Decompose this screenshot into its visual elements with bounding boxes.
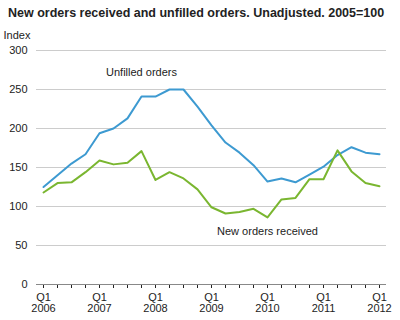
svg-text:New orders received: New orders received: [217, 225, 318, 237]
svg-text:0: 0: [21, 278, 27, 290]
svg-text:Q12011: Q12011: [312, 291, 336, 314]
svg-text:Q12009: Q12009: [199, 291, 223, 314]
svg-text:Q12012: Q12012: [367, 291, 391, 314]
svg-text:Index: Index: [4, 29, 31, 41]
svg-text:150: 150: [9, 161, 27, 173]
svg-text:Q12007: Q12007: [87, 291, 111, 314]
svg-text:300: 300: [9, 44, 27, 56]
svg-text:Q12006: Q12006: [31, 291, 55, 314]
svg-text:Q12010: Q12010: [255, 291, 279, 314]
html-text:New orders received and unfill: New orders received and unfilled orders.…: [8, 6, 385, 20]
svg-text:Unfilled orders: Unfilled orders: [106, 66, 177, 78]
svg-text:50: 50: [15, 239, 27, 251]
svg-text:250: 250: [9, 83, 27, 95]
svg-text:200: 200: [9, 122, 27, 134]
svg-text:100: 100: [9, 200, 27, 212]
svg-text:Q12008: Q12008: [143, 291, 167, 314]
